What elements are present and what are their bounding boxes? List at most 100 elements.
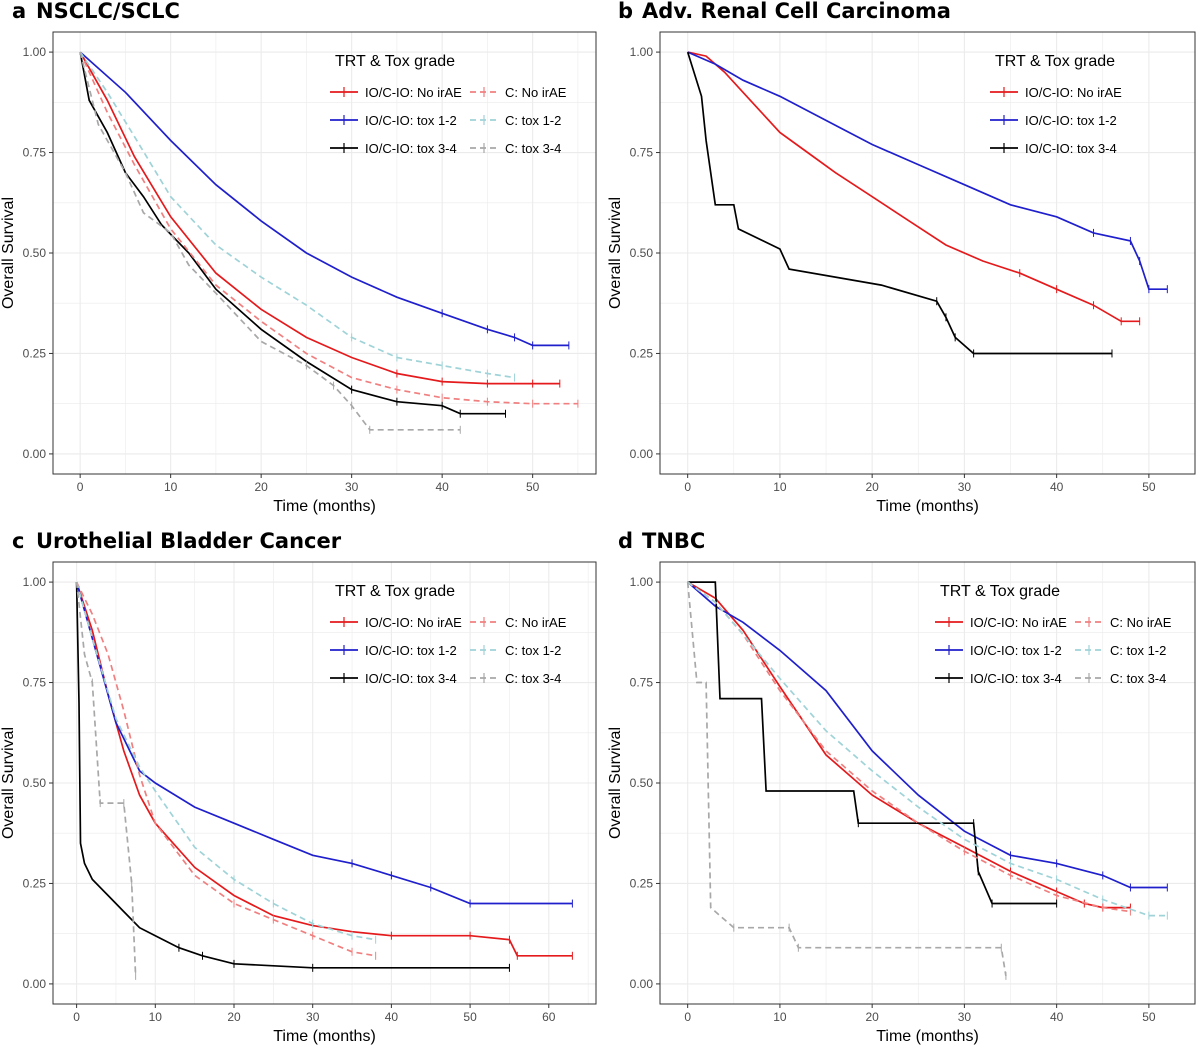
x-axis-title: Time (months) bbox=[273, 1028, 376, 1045]
x-tick-label: 40 bbox=[1050, 1010, 1064, 1024]
y-tick-label: 0.75 bbox=[630, 676, 654, 690]
x-tick-label: 30 bbox=[306, 1010, 320, 1024]
y-tick-label: 0.25 bbox=[630, 346, 654, 360]
legend: TRT & Tox grade IO/C-IO: No irAE IO/C-IO: … bbox=[935, 583, 1172, 686]
legend-label: IO/C-IO: tox 1-2 bbox=[365, 643, 457, 658]
x-axis-title: Time (months) bbox=[273, 498, 376, 515]
y-axis-title: Overall Survival bbox=[607, 727, 624, 839]
y-tick-label: 1.00 bbox=[23, 575, 47, 589]
x-tick-label: 30 bbox=[958, 1010, 972, 1024]
x-tick-label: 40 bbox=[385, 1010, 399, 1024]
panel-d: d TNBC 0.00 0.25 0.50 0.75 1.00 0 10 20 30 40 50 Time… bbox=[607, 529, 1196, 1045]
legend-label: C: tox 3-4 bbox=[505, 671, 561, 686]
legend-label: IO/C-IO: tox 1-2 bbox=[1025, 113, 1117, 128]
x-tick-label: 10 bbox=[773, 1010, 787, 1024]
y-tick-label: 0.50 bbox=[630, 246, 654, 260]
x-tick-label: 0 bbox=[684, 480, 691, 494]
x-tick-label: 0 bbox=[684, 1010, 691, 1024]
legend-label: C: tox 3-4 bbox=[1110, 671, 1166, 686]
panel-title: Urothelial Bladder Cancer bbox=[36, 529, 342, 553]
panel-c: c Urothelial Bladder Cancer 0.00 0.25 0.50 0.… bbox=[0, 529, 597, 1045]
series-line bbox=[687, 581, 1131, 913]
legend-label: C: No irAE bbox=[1110, 615, 1172, 630]
legend-label: IO/C-IO: No irAE bbox=[970, 615, 1067, 630]
legend-label: C: No irAE bbox=[505, 615, 567, 630]
y-tick-label: 0.50 bbox=[23, 776, 47, 790]
legend-label: C: tox 1-2 bbox=[505, 113, 561, 128]
series-line bbox=[75, 581, 376, 941]
series-line bbox=[79, 51, 560, 385]
legend-label: C: No irAE bbox=[505, 85, 567, 100]
series-line bbox=[75, 581, 376, 957]
series-line bbox=[79, 51, 506, 415]
y-tick-label: 0.00 bbox=[23, 977, 47, 991]
y-tick-label: 0.75 bbox=[23, 146, 47, 160]
x-tick-label: 50 bbox=[526, 480, 540, 494]
legend-label: IO/C-IO: tox 1-2 bbox=[970, 643, 1062, 658]
legend-label: C: tox 3-4 bbox=[505, 141, 561, 156]
series-line bbox=[75, 581, 573, 957]
legend: TRT & Tox grade IO/C-IO: No irAE IO/C-IO: … bbox=[990, 53, 1122, 156]
legend-label: IO/C-IO: No irAE bbox=[1025, 85, 1122, 100]
x-tick-label: 0 bbox=[77, 480, 84, 494]
x-tick-label: 30 bbox=[345, 480, 359, 494]
y-tick-label: 1.00 bbox=[630, 575, 654, 589]
legend-label: IO/C-IO: No irAE bbox=[365, 615, 462, 630]
series-line bbox=[79, 51, 578, 405]
legend-title: TRT & Tox grade bbox=[940, 583, 1060, 600]
y-tick-label: 0.25 bbox=[630, 876, 654, 890]
y-tick-label: 0.25 bbox=[23, 876, 47, 890]
y-tick-label: 1.00 bbox=[23, 45, 47, 59]
panel-a: a NSCLC/SCLC 0.00 0.25 0.50 0.75 1.00 0 10 20 30 40… bbox=[0, 0, 597, 515]
y-tick-label: 0.75 bbox=[630, 146, 654, 160]
x-axis-title: Time (months) bbox=[876, 1028, 979, 1045]
legend: TRT & Tox grade IO/C-IO: No irAE IO/C-IO: … bbox=[330, 583, 567, 686]
x-tick-label: 10 bbox=[149, 1010, 163, 1024]
x-tick-label: 40 bbox=[435, 480, 449, 494]
y-tick-label: 0.50 bbox=[630, 776, 654, 790]
legend-label: IO/C-IO: tox 3-4 bbox=[365, 141, 457, 156]
series-line bbox=[687, 51, 1140, 323]
x-tick-label: 30 bbox=[958, 480, 972, 494]
x-tick-label: 50 bbox=[1142, 480, 1156, 494]
x-tick-label: 10 bbox=[773, 480, 787, 494]
x-tick-label: 0 bbox=[73, 1010, 80, 1024]
x-tick-label: 10 bbox=[164, 480, 178, 494]
legend-title: TRT & Tox grade bbox=[335, 583, 455, 600]
panel-letter: c bbox=[12, 529, 24, 553]
y-axis-title: Overall Survival bbox=[0, 197, 17, 309]
y-tick-label: 0.00 bbox=[630, 977, 654, 991]
panel-letter: b bbox=[618, 0, 633, 23]
series-line bbox=[687, 581, 1168, 889]
x-tick-label: 20 bbox=[254, 480, 268, 494]
x-tick-label: 50 bbox=[463, 1010, 477, 1024]
legend-label: IO/C-IO: tox 3-4 bbox=[970, 671, 1062, 686]
series-line bbox=[75, 582, 137, 976]
x-tick-label: 20 bbox=[865, 1010, 879, 1024]
legend-label: IO/C-IO: tox 3-4 bbox=[1025, 141, 1117, 156]
legend-label: C: tox 1-2 bbox=[505, 643, 561, 658]
y-tick-label: 0.75 bbox=[23, 676, 47, 690]
series-line bbox=[75, 581, 573, 905]
panel-title: NSCLC/SCLC bbox=[36, 0, 180, 23]
legend-title: TRT & Tox grade bbox=[995, 53, 1115, 70]
series-line bbox=[687, 51, 1168, 291]
x-tick-label: 20 bbox=[227, 1010, 241, 1024]
panel-title: TNBC bbox=[642, 529, 705, 553]
x-tick-label: 50 bbox=[1142, 1010, 1156, 1024]
legend-label: IO/C-IO: No irAE bbox=[365, 85, 462, 100]
legend-label: IO/C-IO: tox 1-2 bbox=[365, 113, 457, 128]
series-line bbox=[75, 582, 510, 969]
legend: TRT & Tox grade IO/C-IO: No irAE IO/C-IO: … bbox=[330, 53, 567, 156]
panel-letter: d bbox=[618, 529, 633, 553]
x-tick-label: 60 bbox=[542, 1010, 556, 1024]
legend-label: C: tox 1-2 bbox=[1110, 643, 1166, 658]
panel-title: Adv. Renal Cell Carcinoma bbox=[642, 0, 951, 23]
y-tick-label: 0.00 bbox=[630, 447, 654, 461]
series-line bbox=[686, 51, 1112, 355]
x-tick-label: 40 bbox=[1050, 480, 1064, 494]
x-tick-label: 20 bbox=[865, 480, 879, 494]
panel-letter: a bbox=[12, 0, 26, 23]
y-axis-title: Overall Survival bbox=[0, 727, 17, 839]
